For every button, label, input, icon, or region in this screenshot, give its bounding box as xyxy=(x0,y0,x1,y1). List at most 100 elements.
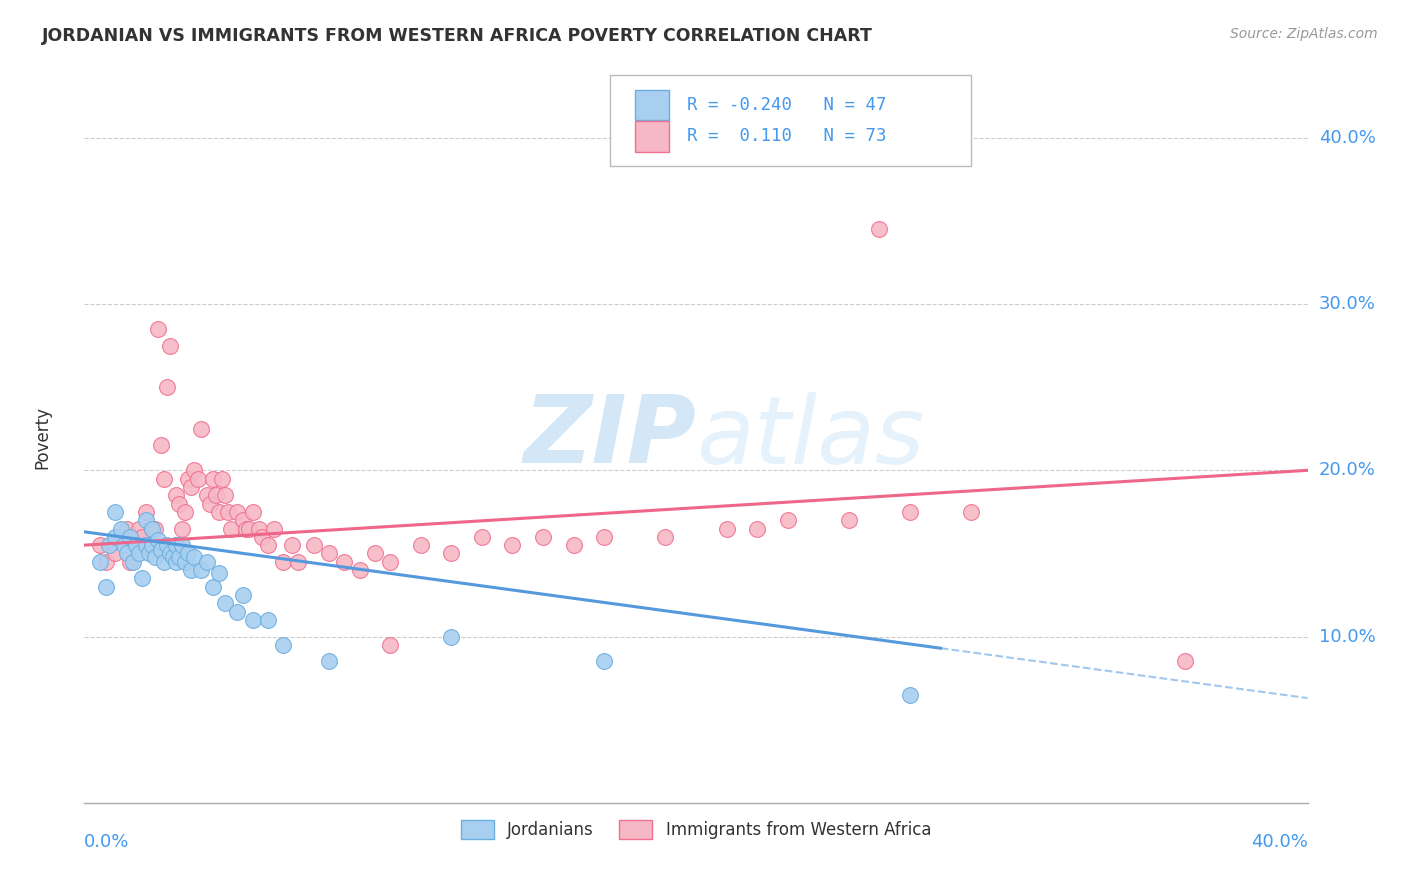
Point xyxy=(281,538,304,552)
Point xyxy=(122,555,145,569)
Point xyxy=(89,555,111,569)
Point xyxy=(165,488,187,502)
Point xyxy=(838,513,860,527)
Point xyxy=(226,505,249,519)
Point xyxy=(97,538,120,552)
Point xyxy=(1174,655,1197,669)
Point xyxy=(135,538,157,552)
Point xyxy=(146,322,169,336)
Point xyxy=(364,546,387,560)
Point xyxy=(898,688,921,702)
Point xyxy=(440,630,463,644)
Point xyxy=(125,538,148,552)
Point xyxy=(149,543,172,558)
Point xyxy=(125,538,148,552)
Point xyxy=(214,488,236,502)
Point xyxy=(131,530,153,544)
Text: R =  0.110   N = 73: R = 0.110 N = 73 xyxy=(688,128,887,145)
Point xyxy=(716,521,738,535)
Point xyxy=(172,521,194,535)
Point xyxy=(159,338,181,352)
Point xyxy=(380,638,402,652)
Point xyxy=(110,521,132,535)
Text: Source: ZipAtlas.com: Source: ZipAtlas.com xyxy=(1230,27,1378,41)
Text: R = -0.240   N = 47: R = -0.240 N = 47 xyxy=(688,96,887,114)
Point xyxy=(271,638,294,652)
Point xyxy=(128,521,150,535)
Point xyxy=(141,521,163,535)
Point xyxy=(747,521,769,535)
Point xyxy=(593,530,616,544)
Point xyxy=(195,555,218,569)
Text: ZIP: ZIP xyxy=(523,391,696,483)
Point xyxy=(217,505,239,519)
Point xyxy=(195,488,218,502)
Point xyxy=(201,472,224,486)
Text: JORDANIAN VS IMMIGRANTS FROM WESTERN AFRICA POVERTY CORRELATION CHART: JORDANIAN VS IMMIGRANTS FROM WESTERN AFR… xyxy=(42,27,873,45)
Point xyxy=(135,505,157,519)
Point xyxy=(186,472,208,486)
Point xyxy=(502,538,524,552)
FancyBboxPatch shape xyxy=(636,90,669,120)
Point xyxy=(162,549,184,564)
Text: atlas: atlas xyxy=(696,392,924,483)
Point xyxy=(180,480,202,494)
Point xyxy=(120,530,142,544)
FancyBboxPatch shape xyxy=(636,121,669,152)
Point xyxy=(174,555,197,569)
Point xyxy=(115,521,138,535)
Point xyxy=(211,472,233,486)
Point xyxy=(183,463,205,477)
Point xyxy=(172,538,194,552)
Point xyxy=(94,555,117,569)
Point xyxy=(654,530,676,544)
Point xyxy=(159,546,181,560)
Text: 40.0%: 40.0% xyxy=(1319,128,1375,147)
Point xyxy=(257,613,280,627)
Point xyxy=(250,530,273,544)
Point xyxy=(165,538,187,552)
Point xyxy=(167,497,190,511)
Point xyxy=(318,655,340,669)
Point xyxy=(143,549,166,564)
Point xyxy=(318,546,340,560)
Point xyxy=(167,549,190,564)
Point xyxy=(257,538,280,552)
Point xyxy=(232,588,254,602)
Point xyxy=(190,422,212,436)
Point xyxy=(153,555,176,569)
Point xyxy=(131,571,153,585)
Point xyxy=(128,546,150,560)
Point xyxy=(242,505,264,519)
Point xyxy=(531,530,554,544)
Point xyxy=(198,497,221,511)
FancyBboxPatch shape xyxy=(610,75,972,167)
Point xyxy=(141,521,163,535)
Point xyxy=(232,513,254,527)
Point xyxy=(180,563,202,577)
Point xyxy=(174,505,197,519)
Point xyxy=(135,513,157,527)
Point xyxy=(333,555,356,569)
Text: 20.0%: 20.0% xyxy=(1319,461,1375,479)
Point xyxy=(593,655,616,669)
Point xyxy=(89,538,111,552)
Point xyxy=(115,546,138,560)
Text: 30.0%: 30.0% xyxy=(1319,295,1375,313)
Point xyxy=(156,380,179,394)
Point xyxy=(208,505,231,519)
Point xyxy=(205,488,228,502)
Point xyxy=(156,538,179,552)
Point xyxy=(190,563,212,577)
Text: Poverty: Poverty xyxy=(34,406,52,468)
Point xyxy=(138,546,160,560)
Point xyxy=(898,505,921,519)
Point xyxy=(349,563,371,577)
Point xyxy=(135,538,157,552)
Point xyxy=(471,530,494,544)
Text: 40.0%: 40.0% xyxy=(1251,833,1308,851)
Point xyxy=(235,521,257,535)
Point xyxy=(869,222,891,236)
Point xyxy=(409,538,432,552)
Point xyxy=(141,538,163,552)
